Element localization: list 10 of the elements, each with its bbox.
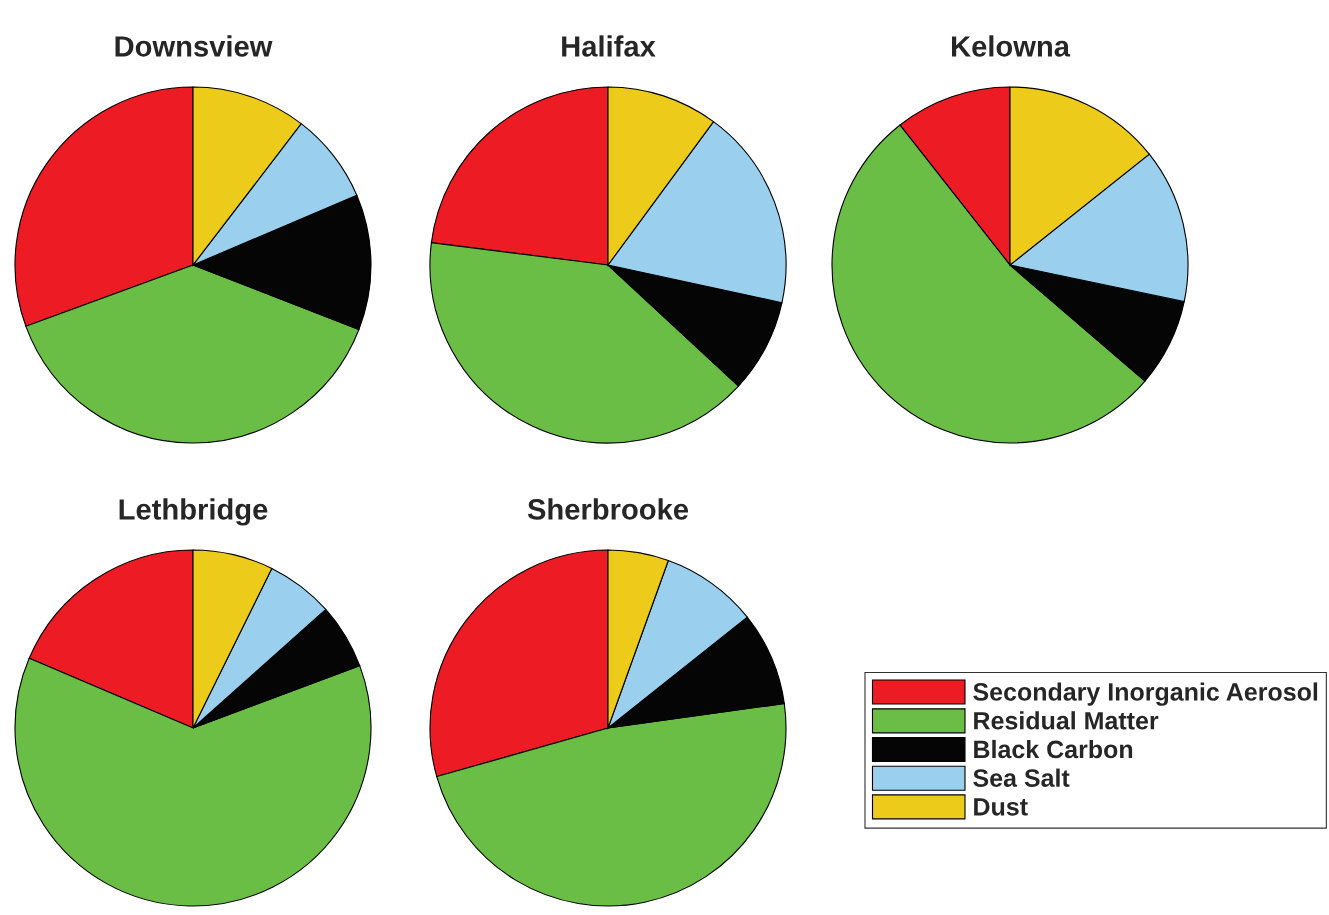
chart-title: Kelowna (951, 35, 1071, 57)
legend-label: Secondary Inorganic Aerosol (973, 682, 1318, 706)
legend-label: Sea Salt (973, 768, 1070, 787)
legend-label: Dust (974, 798, 1028, 816)
chart-title: Halifax (562, 35, 656, 57)
chart-title: Downsview (115, 35, 273, 57)
chart-title: Sherbrooke (527, 498, 689, 520)
legend-label: Black Carbon (974, 739, 1133, 759)
chart-title: Lethbridge (119, 498, 268, 526)
legend-label: Residual Matter (974, 711, 1159, 730)
